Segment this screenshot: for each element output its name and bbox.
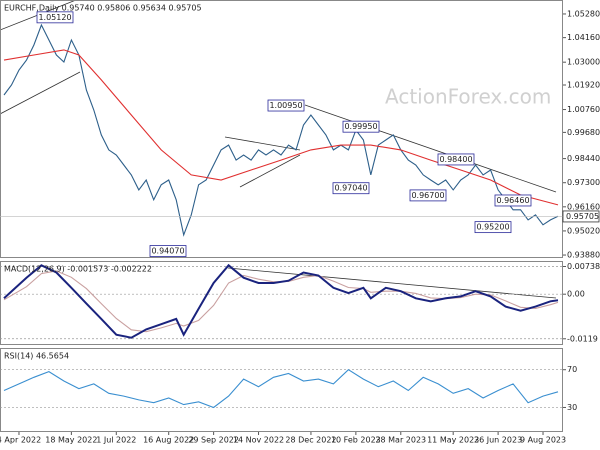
price-label-box <box>474 221 512 234</box>
price-label: 0.95200 <box>476 223 509 232</box>
last-price-label: 0.95705 <box>566 212 599 221</box>
y-tick-label: 0.99680 <box>567 128 600 137</box>
panel-frame <box>0 348 563 432</box>
price-label-box <box>437 153 475 166</box>
y-tick-label: 1.05280 <box>567 9 600 18</box>
y-tick-label: 70 <box>567 365 577 374</box>
panel-title: RSI(14) 46.5654 <box>4 352 69 361</box>
panel-frame <box>0 261 563 345</box>
price-label-box <box>494 194 532 207</box>
y-tick-label: 0.007388 <box>567 262 600 271</box>
watermark: ActionForex.com <box>385 85 551 109</box>
x-tick-label: 28 Dec 2022 <box>285 436 336 445</box>
x-tick-label: 1 Jul 2022 <box>96 436 136 445</box>
trend-line <box>239 154 301 188</box>
x-tick-label: 4 Apr 2022 <box>0 436 41 445</box>
y-tick-label: 0.95020 <box>567 226 600 235</box>
y-tick-label: 1.01920 <box>567 81 600 90</box>
price-label-box <box>267 99 305 112</box>
y-tick-label: -0.0119 <box>567 334 598 343</box>
price-label: 0.99950 <box>344 122 377 131</box>
last-price-box <box>562 210 600 223</box>
series-line <box>3 263 559 339</box>
x-tick-label: 29 Sep 2022 <box>188 436 239 445</box>
price-label: 0.96700 <box>411 191 444 200</box>
price-label-box <box>332 182 370 195</box>
price-label-box <box>342 120 380 133</box>
series-line <box>3 23 559 237</box>
price-label: 0.94070 <box>151 247 184 256</box>
trend-line <box>227 267 557 299</box>
y-tick-label: 0.97300 <box>567 178 600 187</box>
y-tick-label: 1.00760 <box>567 105 600 114</box>
y-tick-label: 0.98440 <box>567 154 600 163</box>
price-label-box <box>409 189 447 202</box>
panel-frame <box>0 0 563 258</box>
panel-title: EURCHF,Daily 0.95740 0.95806 0.95634 0.9… <box>4 4 202 13</box>
series-line <box>3 49 559 206</box>
x-tick-label: 26 Jun 2023 <box>474 436 522 445</box>
x-tick-label: 18 May 2022 <box>45 436 97 445</box>
y-tick-label: 0.96160 <box>567 202 600 211</box>
trend-line <box>304 104 557 193</box>
price-label: 1.00950 <box>269 101 302 110</box>
y-tick-label: 1.03000 <box>567 58 600 67</box>
price-label: 0.96460 <box>496 196 529 205</box>
price-label: 0.98400 <box>439 155 472 164</box>
y-tick-label: 30 <box>567 403 577 412</box>
y-tick-label: 0.00 <box>567 290 585 299</box>
y-tick-label: 0.93880 <box>567 251 600 260</box>
trend-line <box>224 136 301 151</box>
price-label: 1.05120 <box>38 13 71 22</box>
trend-line <box>0 71 81 115</box>
x-tick-label: 10 Feb 2023 <box>331 436 381 445</box>
price-label-box <box>149 245 187 257</box>
chart-layer <box>0 0 557 299</box>
price-label: 0.97040 <box>334 184 367 193</box>
series-line <box>3 369 559 409</box>
x-tick-label: 9 Aug 2023 <box>520 436 566 445</box>
panel-title: MACD(12,26,9) -0.001573 -0.002222 <box>4 265 152 274</box>
y-tick-label: 1.04160 <box>567 33 600 42</box>
x-tick-label: 28 Mar 2023 <box>375 436 426 445</box>
x-tick-label: 16 Aug 2022 <box>143 436 194 445</box>
x-tick-label: 14 Nov 2022 <box>233 436 284 445</box>
x-tick-label: 11 May 2023 <box>427 436 479 445</box>
price-label-box <box>36 11 74 24</box>
